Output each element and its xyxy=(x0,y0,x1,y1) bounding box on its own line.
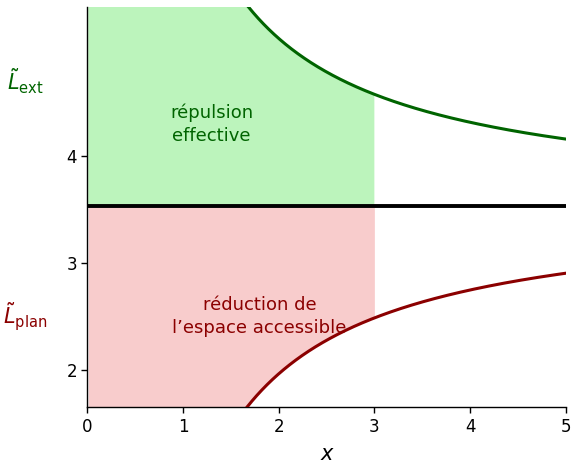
Text: réduction de
l’espace accessible: réduction de l’espace accessible xyxy=(172,296,347,337)
X-axis label: x: x xyxy=(320,444,333,464)
Text: $\tilde{L}_{\mathrm{ext}}$: $\tilde{L}_{\mathrm{ext}}$ xyxy=(7,67,43,97)
Text: répulsion
effective: répulsion effective xyxy=(170,103,253,146)
Text: $\tilde{L}_{\mathrm{plan}}$: $\tilde{L}_{\mathrm{plan}}$ xyxy=(3,300,47,333)
